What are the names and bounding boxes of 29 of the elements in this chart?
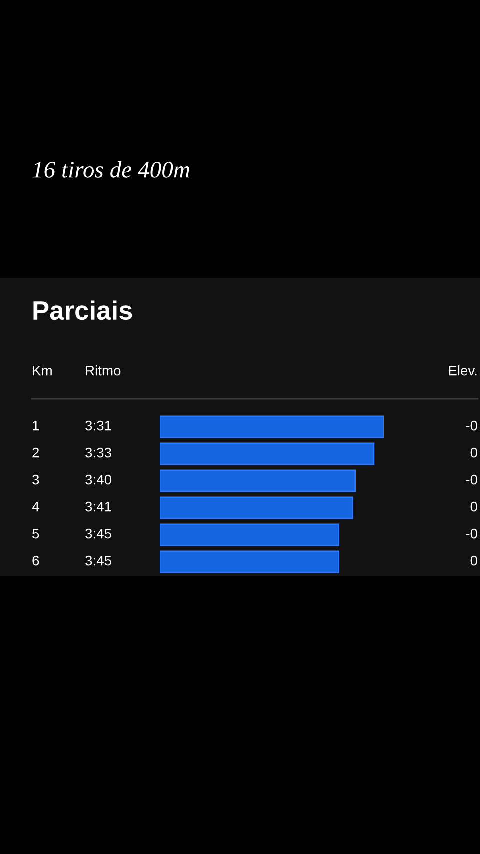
chart-title: 16 tiros de 400m xyxy=(32,161,190,178)
text: -0 xyxy=(466,420,478,431)
y-tick-label: 2 xyxy=(32,448,40,458)
text: 3:31 xyxy=(86,420,112,431)
text: 3:41 xyxy=(86,502,112,512)
y-tick-label: 6 xyxy=(32,556,40,566)
bar xyxy=(160,524,340,546)
bar xyxy=(160,496,354,520)
y-tick-label: 1 xyxy=(33,421,40,431)
y-tick-label: 3 xyxy=(32,474,40,485)
text: -0 xyxy=(466,528,478,539)
text: 3:45 xyxy=(86,556,112,566)
text: 0 xyxy=(470,556,478,566)
text: Ritmo xyxy=(86,366,121,376)
y-tick-label: 4 xyxy=(32,502,40,512)
text: 0 xyxy=(470,448,478,458)
text: 3:40 xyxy=(86,474,112,485)
text: Elev. xyxy=(449,366,477,376)
y-axis-title: Km xyxy=(33,366,52,376)
bar xyxy=(160,550,340,574)
chart-subtitle: Parciais xyxy=(34,300,132,320)
bar xyxy=(160,470,356,492)
y-tick-label: 5 xyxy=(32,529,40,539)
text: 3:45 xyxy=(86,528,112,539)
bar xyxy=(160,442,375,466)
bar xyxy=(160,416,384,438)
text: 0 xyxy=(470,502,478,512)
text: 3:33 xyxy=(86,448,112,458)
text: -0 xyxy=(466,474,478,485)
